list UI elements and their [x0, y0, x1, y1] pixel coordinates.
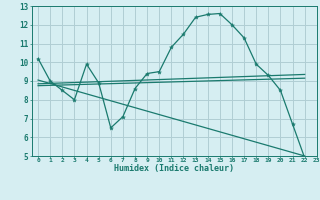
X-axis label: Humidex (Indice chaleur): Humidex (Indice chaleur) [115, 164, 234, 173]
